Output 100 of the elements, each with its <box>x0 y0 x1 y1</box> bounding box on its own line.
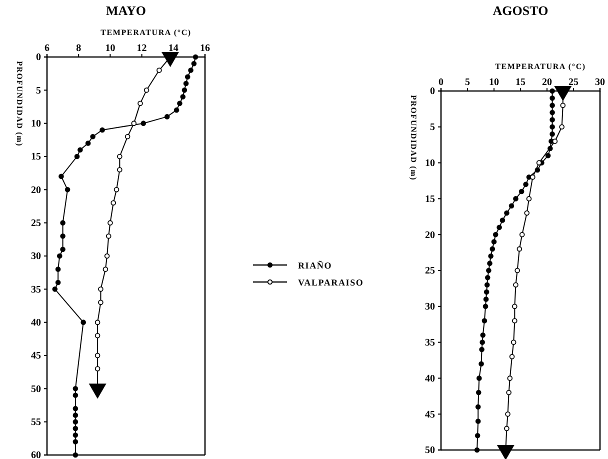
y-tick-label: 25 <box>31 218 41 230</box>
point <box>64 187 70 192</box>
point <box>131 120 137 126</box>
point <box>117 154 122 160</box>
y-axis-title: PROFUNDIDAD (m) <box>15 61 24 147</box>
point <box>482 318 488 324</box>
point <box>177 100 182 106</box>
point <box>506 390 512 396</box>
point <box>180 94 186 100</box>
point <box>523 182 528 187</box>
x-tick-label: 30 <box>595 77 605 88</box>
point <box>516 246 522 252</box>
point <box>518 188 524 194</box>
point <box>55 280 61 286</box>
point <box>550 88 555 94</box>
point <box>560 102 566 108</box>
x-tick-label: 15 <box>516 77 526 88</box>
point <box>124 134 130 140</box>
y-tick-label: 45 <box>425 409 435 420</box>
point <box>182 88 188 93</box>
y-tick-label: 10 <box>425 158 435 169</box>
point <box>72 432 78 438</box>
point <box>144 88 150 93</box>
point <box>98 286 104 292</box>
point <box>72 452 78 458</box>
legend-label: RIAÑO <box>298 260 332 270</box>
point <box>478 361 484 366</box>
y-tick-label: 35 <box>425 338 435 348</box>
point <box>138 100 143 106</box>
point <box>487 260 492 266</box>
x-tick-label: 16 <box>200 43 210 54</box>
point <box>60 246 66 252</box>
y-tick-label: 40 <box>425 373 435 384</box>
point <box>524 210 530 216</box>
point <box>102 266 108 272</box>
point <box>90 134 96 140</box>
point <box>56 253 62 259</box>
point <box>512 318 518 324</box>
point <box>106 233 112 239</box>
y-tick-label: 15 <box>31 152 41 163</box>
point <box>140 120 146 126</box>
y-tick-label: 30 <box>31 251 41 262</box>
point <box>72 419 78 424</box>
point <box>484 282 490 288</box>
point <box>550 96 555 101</box>
point <box>100 127 105 133</box>
point <box>52 286 58 292</box>
point <box>191 60 197 66</box>
legend-label: VALPARAISO <box>298 278 364 288</box>
point <box>104 253 110 259</box>
point <box>486 268 492 274</box>
x-tick-label: 20 <box>542 77 552 88</box>
point <box>94 352 100 358</box>
point <box>496 224 502 230</box>
point <box>500 218 506 223</box>
point <box>74 154 80 160</box>
point <box>117 167 122 172</box>
point <box>94 320 100 325</box>
point <box>550 102 555 108</box>
y-tick-label: 25 <box>425 266 435 277</box>
point <box>483 296 489 302</box>
y-tick-label: 20 <box>425 230 435 241</box>
point <box>530 174 536 180</box>
point <box>55 266 61 272</box>
x-tick-label: 0 <box>438 77 444 88</box>
point <box>504 426 510 432</box>
point <box>484 289 490 295</box>
x-tick-label: 25 <box>568 77 578 88</box>
point <box>60 233 66 239</box>
y-tick-label: 15 <box>425 194 435 205</box>
point <box>174 107 180 113</box>
point <box>80 320 86 325</box>
point <box>58 174 64 180</box>
x-tick-label: 5 <box>465 77 470 88</box>
point <box>526 196 532 202</box>
point <box>491 239 497 244</box>
y-tick-label: 50 <box>425 445 435 456</box>
y-tick-label: 55 <box>31 417 41 428</box>
point <box>510 340 516 345</box>
y-tick-label: 40 <box>31 318 41 329</box>
point <box>474 432 480 438</box>
y-axis-title: PROFUNDIDAD (m) <box>409 95 418 181</box>
point <box>513 196 518 202</box>
y-tick-label: 30 <box>425 302 435 313</box>
point <box>490 246 496 252</box>
y-tick-label: 5 <box>36 85 41 96</box>
point <box>484 275 490 280</box>
point <box>474 447 480 453</box>
point <box>514 268 520 274</box>
point <box>72 426 78 432</box>
point <box>505 411 510 417</box>
x-tick-label: 10 <box>105 43 116 54</box>
point <box>550 117 555 122</box>
point <box>72 392 78 398</box>
x-axis-title: TEMPERATURA (°C) <box>100 28 192 37</box>
point <box>72 439 78 444</box>
x-tick-label: 10 <box>489 77 499 88</box>
point <box>156 68 162 73</box>
point <box>492 232 498 238</box>
point <box>72 386 78 392</box>
